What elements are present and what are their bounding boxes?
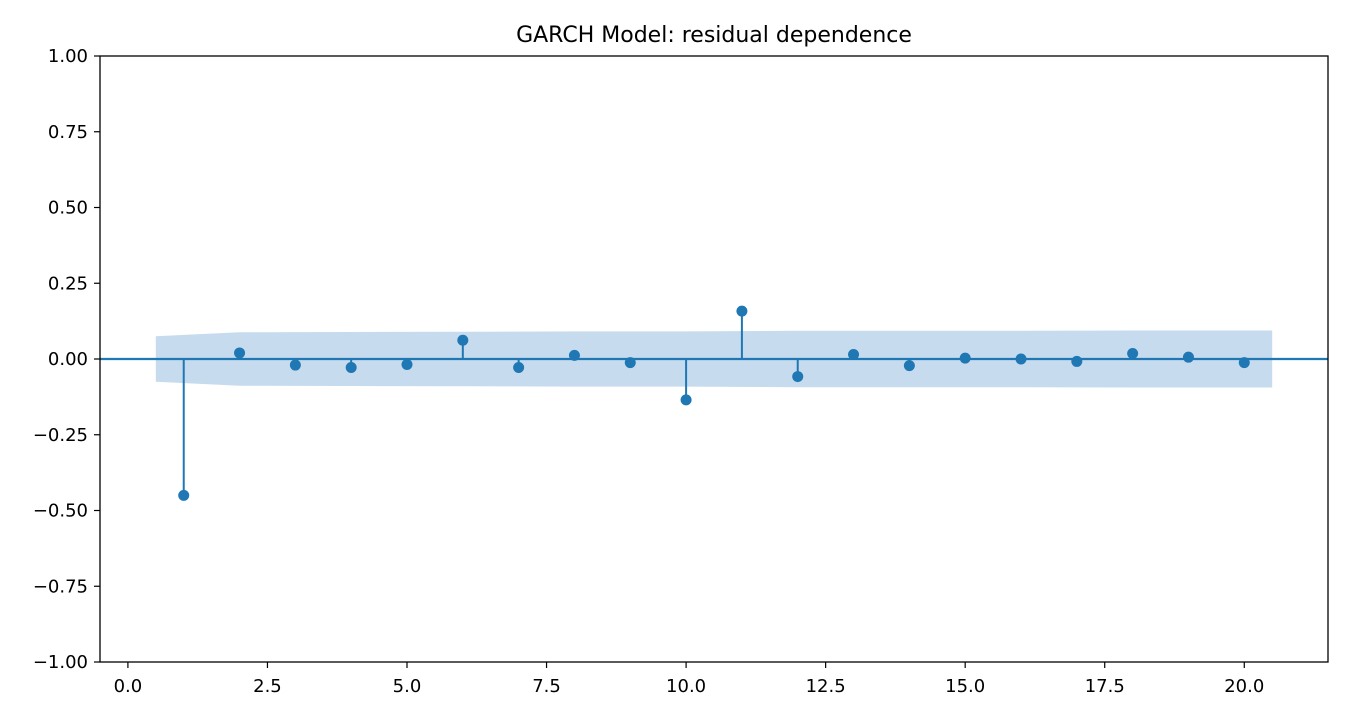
- stem-marker-lag-7: [513, 361, 525, 373]
- stem-marker-lag-4: [345, 361, 357, 373]
- stem-marker-lag-12: [792, 371, 804, 383]
- stem-marker-lag-18: [1127, 348, 1139, 360]
- stem-marker-lag-1: [178, 489, 190, 501]
- stem-marker-lag-5: [401, 358, 413, 370]
- y-tick-label: −0.25: [33, 425, 88, 446]
- x-tick-label: 17.5: [1085, 676, 1125, 697]
- stem-marker-lag-2: [234, 347, 246, 359]
- y-tick-label: −0.50: [33, 501, 88, 522]
- x-axis: 0.0 2.5 5.0 7.5 10.0 12.5 15.0 17.5 20.0: [114, 662, 1264, 697]
- chart-title: GARCH Model: residual dependence: [516, 23, 912, 48]
- stem-marker-lag-13: [848, 348, 860, 360]
- x-tick-label: 15.0: [945, 676, 985, 697]
- x-tick-label: 2.5: [253, 676, 282, 697]
- x-tick-label: 12.5: [806, 676, 846, 697]
- stem-marker-lag-9: [624, 357, 636, 369]
- stem-marker-lag-20: [1238, 357, 1250, 369]
- y-tick-label: −0.75: [33, 576, 88, 597]
- x-tick-label: 0.0: [114, 676, 143, 697]
- stem-marker-lag-16: [1015, 353, 1027, 365]
- stem-marker-lag-14: [903, 360, 915, 372]
- stem-marker-lag-15: [959, 352, 971, 364]
- stem-marker-lag-3: [289, 359, 301, 371]
- stem-marker-lag-19: [1182, 351, 1194, 363]
- x-tick-label: 5.0: [393, 676, 422, 697]
- stem-marker-lag-10: [680, 394, 692, 406]
- y-tick-label: 0.25: [48, 273, 88, 294]
- plot-area: [100, 305, 1328, 501]
- stem-marker-lag-17: [1071, 355, 1083, 367]
- stem-marker-lag-11: [736, 305, 748, 317]
- x-tick-label: 7.5: [532, 676, 561, 697]
- y-axis: 1.00 0.75 0.50 0.25 0.00 −0.25 −0.50 −0.75 −1.00: [33, 46, 100, 673]
- y-tick-label: −1.00: [33, 652, 88, 673]
- y-tick-label: 0.00: [48, 349, 88, 370]
- y-tick-label: 0.50: [48, 198, 88, 219]
- y-tick-label: 1.00: [48, 46, 88, 67]
- x-tick-label: 10.0: [666, 676, 706, 697]
- y-tick-label: 0.75: [48, 122, 88, 143]
- stem-marker-lag-8: [568, 349, 580, 361]
- stem-marker-lag-6: [457, 334, 469, 346]
- x-tick-label: 20.0: [1224, 676, 1264, 697]
